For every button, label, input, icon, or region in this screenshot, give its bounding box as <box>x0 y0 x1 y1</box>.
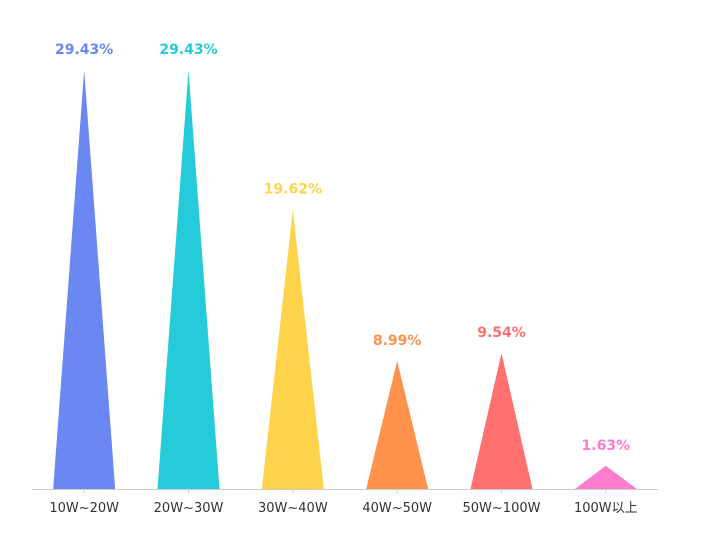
value-label-group: 29.43% 29.43% 19.62% 8.99% 9.54% 1.63% <box>55 42 630 454</box>
x-tick-label-1: 10W~20W <box>49 501 119 516</box>
data-label-3: 19.62% <box>264 182 322 198</box>
x-tick-label-4: 40W~50W <box>362 501 432 516</box>
x-tick-label-5: 50W~100W <box>463 501 541 516</box>
bar-2 <box>157 70 220 489</box>
bar-3 <box>261 209 324 489</box>
bar-6 <box>574 465 637 489</box>
bar-4 <box>366 361 429 489</box>
data-label-2: 29.43% <box>159 42 217 58</box>
data-label-1: 29.43% <box>55 42 113 58</box>
x-tick-label-2: 20W~30W <box>154 501 224 516</box>
x-tick-label-3: 30W~40W <box>258 501 328 516</box>
x-tick-label-group: 10W~20W 20W~30W 30W~40W 40W~50W 50W~100W 100W… <box>49 489 638 516</box>
bar-5 <box>470 353 533 489</box>
data-label-5: 9.54% <box>477 325 526 341</box>
x-tick-label-6: 100W以上 <box>574 501 638 516</box>
bar-1 <box>53 70 116 489</box>
data-label-4: 8.99% <box>373 333 422 349</box>
bar-group <box>53 70 637 489</box>
data-label-6: 1.63% <box>582 438 631 454</box>
